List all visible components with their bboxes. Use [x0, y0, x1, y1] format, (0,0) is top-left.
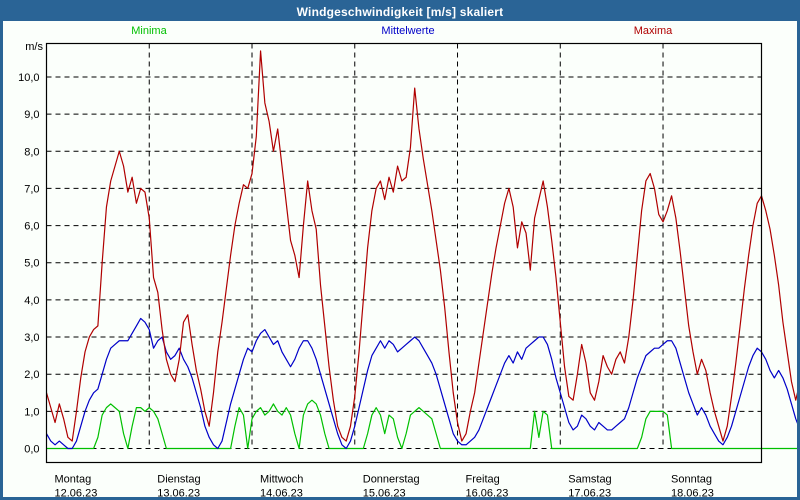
series-line-maxima — [45, 50, 797, 442]
x-axis-day-label: Montag — [55, 474, 92, 486]
x-axis-date-label: 15.06.23 — [363, 488, 406, 498]
y-axis-tick-label: 5,0 — [24, 258, 39, 270]
x-axis-date-label: 17.06.23 — [568, 488, 611, 498]
grid-lines — [46, 43, 762, 449]
x-axis-day-label: Samstag — [568, 474, 611, 486]
window-title-bar: Windgeschwindigkeit [m/s] skaliert — [3, 3, 797, 21]
x-axis-date-label: 12.06.23 — [55, 488, 98, 498]
y-axis-tick-label: 2,0 — [24, 369, 39, 381]
wind-speed-line-chart: 0,0 1,0 2,0 3,0 4,0 5,0 6,0 7,0 8,0 9,0 10,0 Monta… — [18, 42, 797, 498]
plot-area-wrapper: 0,0 1,0 2,0 3,0 4,0 5,0 6,0 7,0 8,0 9,0 10,0 Monta… — [3, 3, 797, 497]
x-axis-day-label: Dienstag — [157, 474, 200, 486]
legend-item-maxima: Maxima — [608, 25, 698, 37]
legend-label-minima: Minima — [131, 25, 167, 37]
y-axis-tick-label: 10,0 — [18, 72, 39, 84]
data-series-lines — [45, 50, 797, 450]
x-axis-day-label: Mittwoch — [260, 474, 303, 486]
series-line-mittelwerte — [45, 317, 797, 450]
y-axis-tick-label: 8,0 — [24, 146, 39, 158]
legend-item-minima: Minima — [109, 25, 189, 37]
x-axis-day-label: Sonntag — [671, 474, 712, 486]
legend-label-maxima: Maxima — [633, 25, 673, 37]
y-axis-tick-label: 7,0 — [24, 183, 39, 195]
x-axis-day-label: Donnerstag — [363, 474, 420, 486]
y-axis-tick-label: 1,0 — [24, 406, 39, 418]
y-axis-tick-label: 9,0 — [24, 109, 39, 121]
legend-label-mittelwerte: Mittelwerte — [381, 25, 435, 37]
x-axis-date-label: 13.06.23 — [157, 488, 200, 498]
x-axis-tick-labels: Montag 12.06.23 Dienstag 13.06.23 Mittwoch 14… — [55, 474, 714, 498]
y-axis-tick-label: 3,0 — [24, 332, 39, 344]
plot-frame — [45, 42, 763, 464]
x-axis-date-label: 18.06.23 — [671, 488, 714, 498]
window-title: Windgeschwindigkeit [m/s] skaliert — [296, 5, 504, 19]
x-axis-day-label: Freitag — [466, 474, 500, 486]
legend-item-mittelwerte: Mittelwerte — [358, 25, 458, 37]
y-axis-tick-label: 6,0 — [24, 221, 39, 233]
x-axis-date-label: 16.06.23 — [466, 488, 509, 498]
y-axis-tick-label: 4,0 — [24, 295, 39, 307]
x-axis-date-label: 14.06.23 — [260, 488, 303, 498]
series-line-minima — [46, 399, 797, 450]
y-axis-tick-labels: 0,0 1,0 2,0 3,0 4,0 5,0 6,0 7,0 8,0 9,0 10,0 — [18, 72, 39, 456]
y-axis-tick-label: 0,0 — [24, 444, 39, 456]
y-axis-unit-label: m/s — [25, 41, 43, 53]
